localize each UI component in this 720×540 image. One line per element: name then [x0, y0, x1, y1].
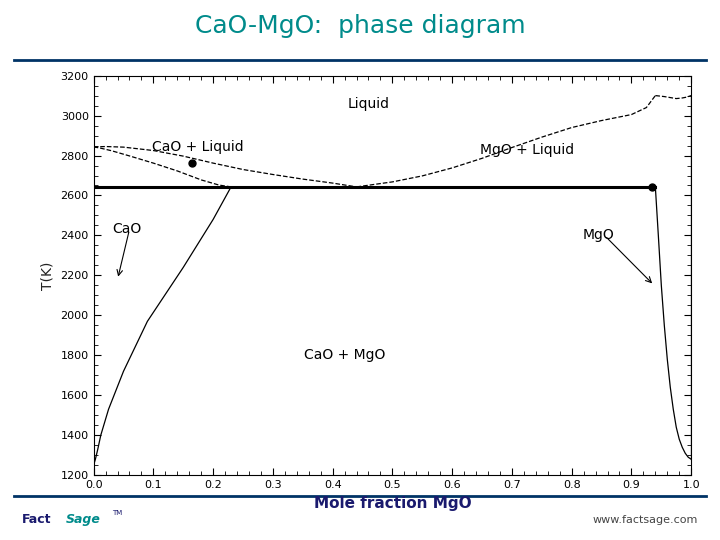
- Text: Fact: Fact: [22, 513, 51, 526]
- Text: TM: TM: [112, 510, 122, 516]
- Text: CaO + MgO: CaO + MgO: [304, 348, 385, 362]
- Text: Liquid: Liquid: [348, 97, 390, 111]
- Text: Sage: Sage: [66, 513, 101, 526]
- Text: CaO-MgO:  phase diagram: CaO-MgO: phase diagram: [194, 14, 526, 38]
- Text: MgO: MgO: [582, 228, 614, 242]
- Text: CaO: CaO: [112, 222, 141, 237]
- Text: MgO + Liquid: MgO + Liquid: [480, 143, 574, 157]
- Y-axis label: T(K): T(K): [41, 261, 55, 289]
- X-axis label: Mole fraction MgO: Mole fraction MgO: [314, 496, 471, 511]
- Text: www.factsage.com: www.factsage.com: [593, 515, 698, 524]
- Text: CaO + Liquid: CaO + Liquid: [153, 139, 244, 153]
